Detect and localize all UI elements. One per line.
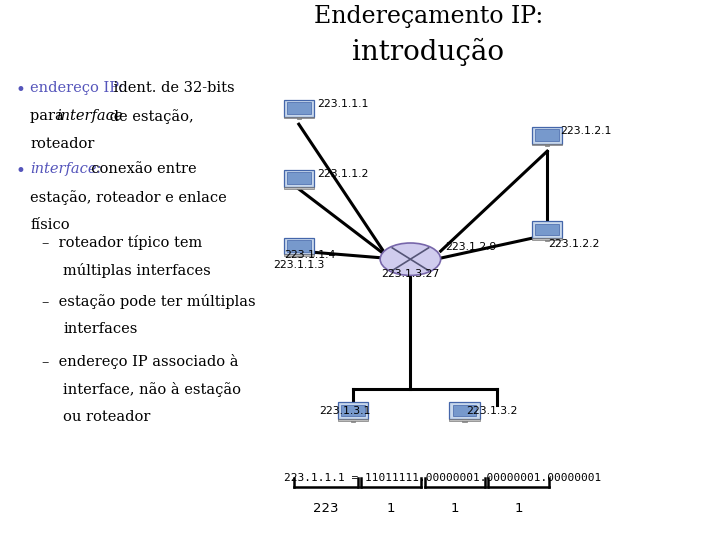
Bar: [284, 100, 314, 117]
Text: 1: 1: [450, 502, 459, 515]
Bar: [287, 172, 310, 184]
Text: 223.1.2.2: 223.1.2.2: [549, 239, 600, 249]
Text: Endereçamento IP:: Endereçamento IP:: [314, 5, 543, 29]
Bar: [297, 187, 301, 190]
Text: interface: interface: [56, 109, 122, 123]
Text: para: para: [30, 109, 68, 123]
Text: 223.1.3.27: 223.1.3.27: [382, 269, 440, 279]
Bar: [536, 129, 559, 141]
Bar: [532, 144, 562, 145]
Text: estação, roteador e enlace: estação, roteador e enlace: [30, 190, 227, 205]
Bar: [449, 402, 480, 419]
Text: •: •: [16, 81, 26, 99]
Text: introdução: introdução: [352, 38, 505, 66]
Bar: [287, 102, 310, 114]
Text: múltiplas interfaces: múltiplas interfaces: [63, 263, 211, 278]
Bar: [284, 187, 314, 188]
Text: 1: 1: [514, 502, 523, 515]
Text: interface:: interface:: [30, 162, 102, 176]
Bar: [338, 402, 368, 419]
Text: conexão entre: conexão entre: [82, 162, 197, 176]
Text: 223.1.1.1 = 11011111.00000001.00000001.00000001: 223.1.1.1 = 11011111.00000001.00000001.0…: [284, 473, 602, 483]
Bar: [545, 144, 549, 146]
Text: 223.1.2.1: 223.1.2.1: [560, 126, 611, 136]
Bar: [297, 254, 301, 257]
Ellipse shape: [380, 243, 441, 275]
Bar: [532, 238, 562, 240]
Bar: [449, 419, 480, 421]
Bar: [284, 254, 314, 256]
Text: 223.1.3.1: 223.1.3.1: [320, 406, 371, 416]
Bar: [536, 224, 559, 235]
Text: 1: 1: [387, 502, 395, 515]
Text: –  roteador típico tem: – roteador típico tem: [42, 235, 202, 250]
Bar: [297, 117, 301, 119]
Text: 223.1.1.4: 223.1.1.4: [284, 251, 336, 260]
Bar: [453, 404, 476, 416]
Bar: [341, 404, 364, 416]
Text: de estação,: de estação,: [105, 109, 194, 124]
Text: 223.1.1.2: 223.1.1.2: [317, 169, 368, 179]
Text: 223.1.1.3: 223.1.1.3: [274, 260, 325, 270]
Text: interfaces: interfaces: [63, 322, 138, 336]
Text: endereço IP:: endereço IP:: [30, 81, 124, 95]
Bar: [462, 419, 467, 422]
Bar: [284, 238, 314, 254]
Text: ident. de 32-bits: ident. de 32-bits: [109, 81, 235, 95]
Text: físico: físico: [30, 218, 70, 232]
Bar: [532, 221, 562, 238]
Text: 223.1.3.2: 223.1.3.2: [467, 406, 518, 416]
Bar: [532, 127, 562, 144]
Text: 223.1.2.9: 223.1.2.9: [445, 242, 496, 252]
Text: –  endereço IP associado à: – endereço IP associado à: [42, 354, 238, 369]
Text: •: •: [16, 162, 26, 180]
Text: roteador: roteador: [30, 137, 94, 151]
Text: ou roteador: ou roteador: [63, 410, 150, 424]
Bar: [287, 240, 310, 252]
Text: 223.1.1.1: 223.1.1.1: [317, 99, 368, 109]
Bar: [284, 117, 314, 118]
Text: interface, não à estação: interface, não à estação: [63, 382, 241, 397]
Bar: [351, 419, 355, 422]
Bar: [284, 170, 314, 187]
Text: 223: 223: [312, 502, 338, 515]
Bar: [338, 419, 368, 421]
Bar: [545, 238, 549, 241]
Text: –  estação pode ter múltiplas: – estação pode ter múltiplas: [42, 294, 256, 309]
